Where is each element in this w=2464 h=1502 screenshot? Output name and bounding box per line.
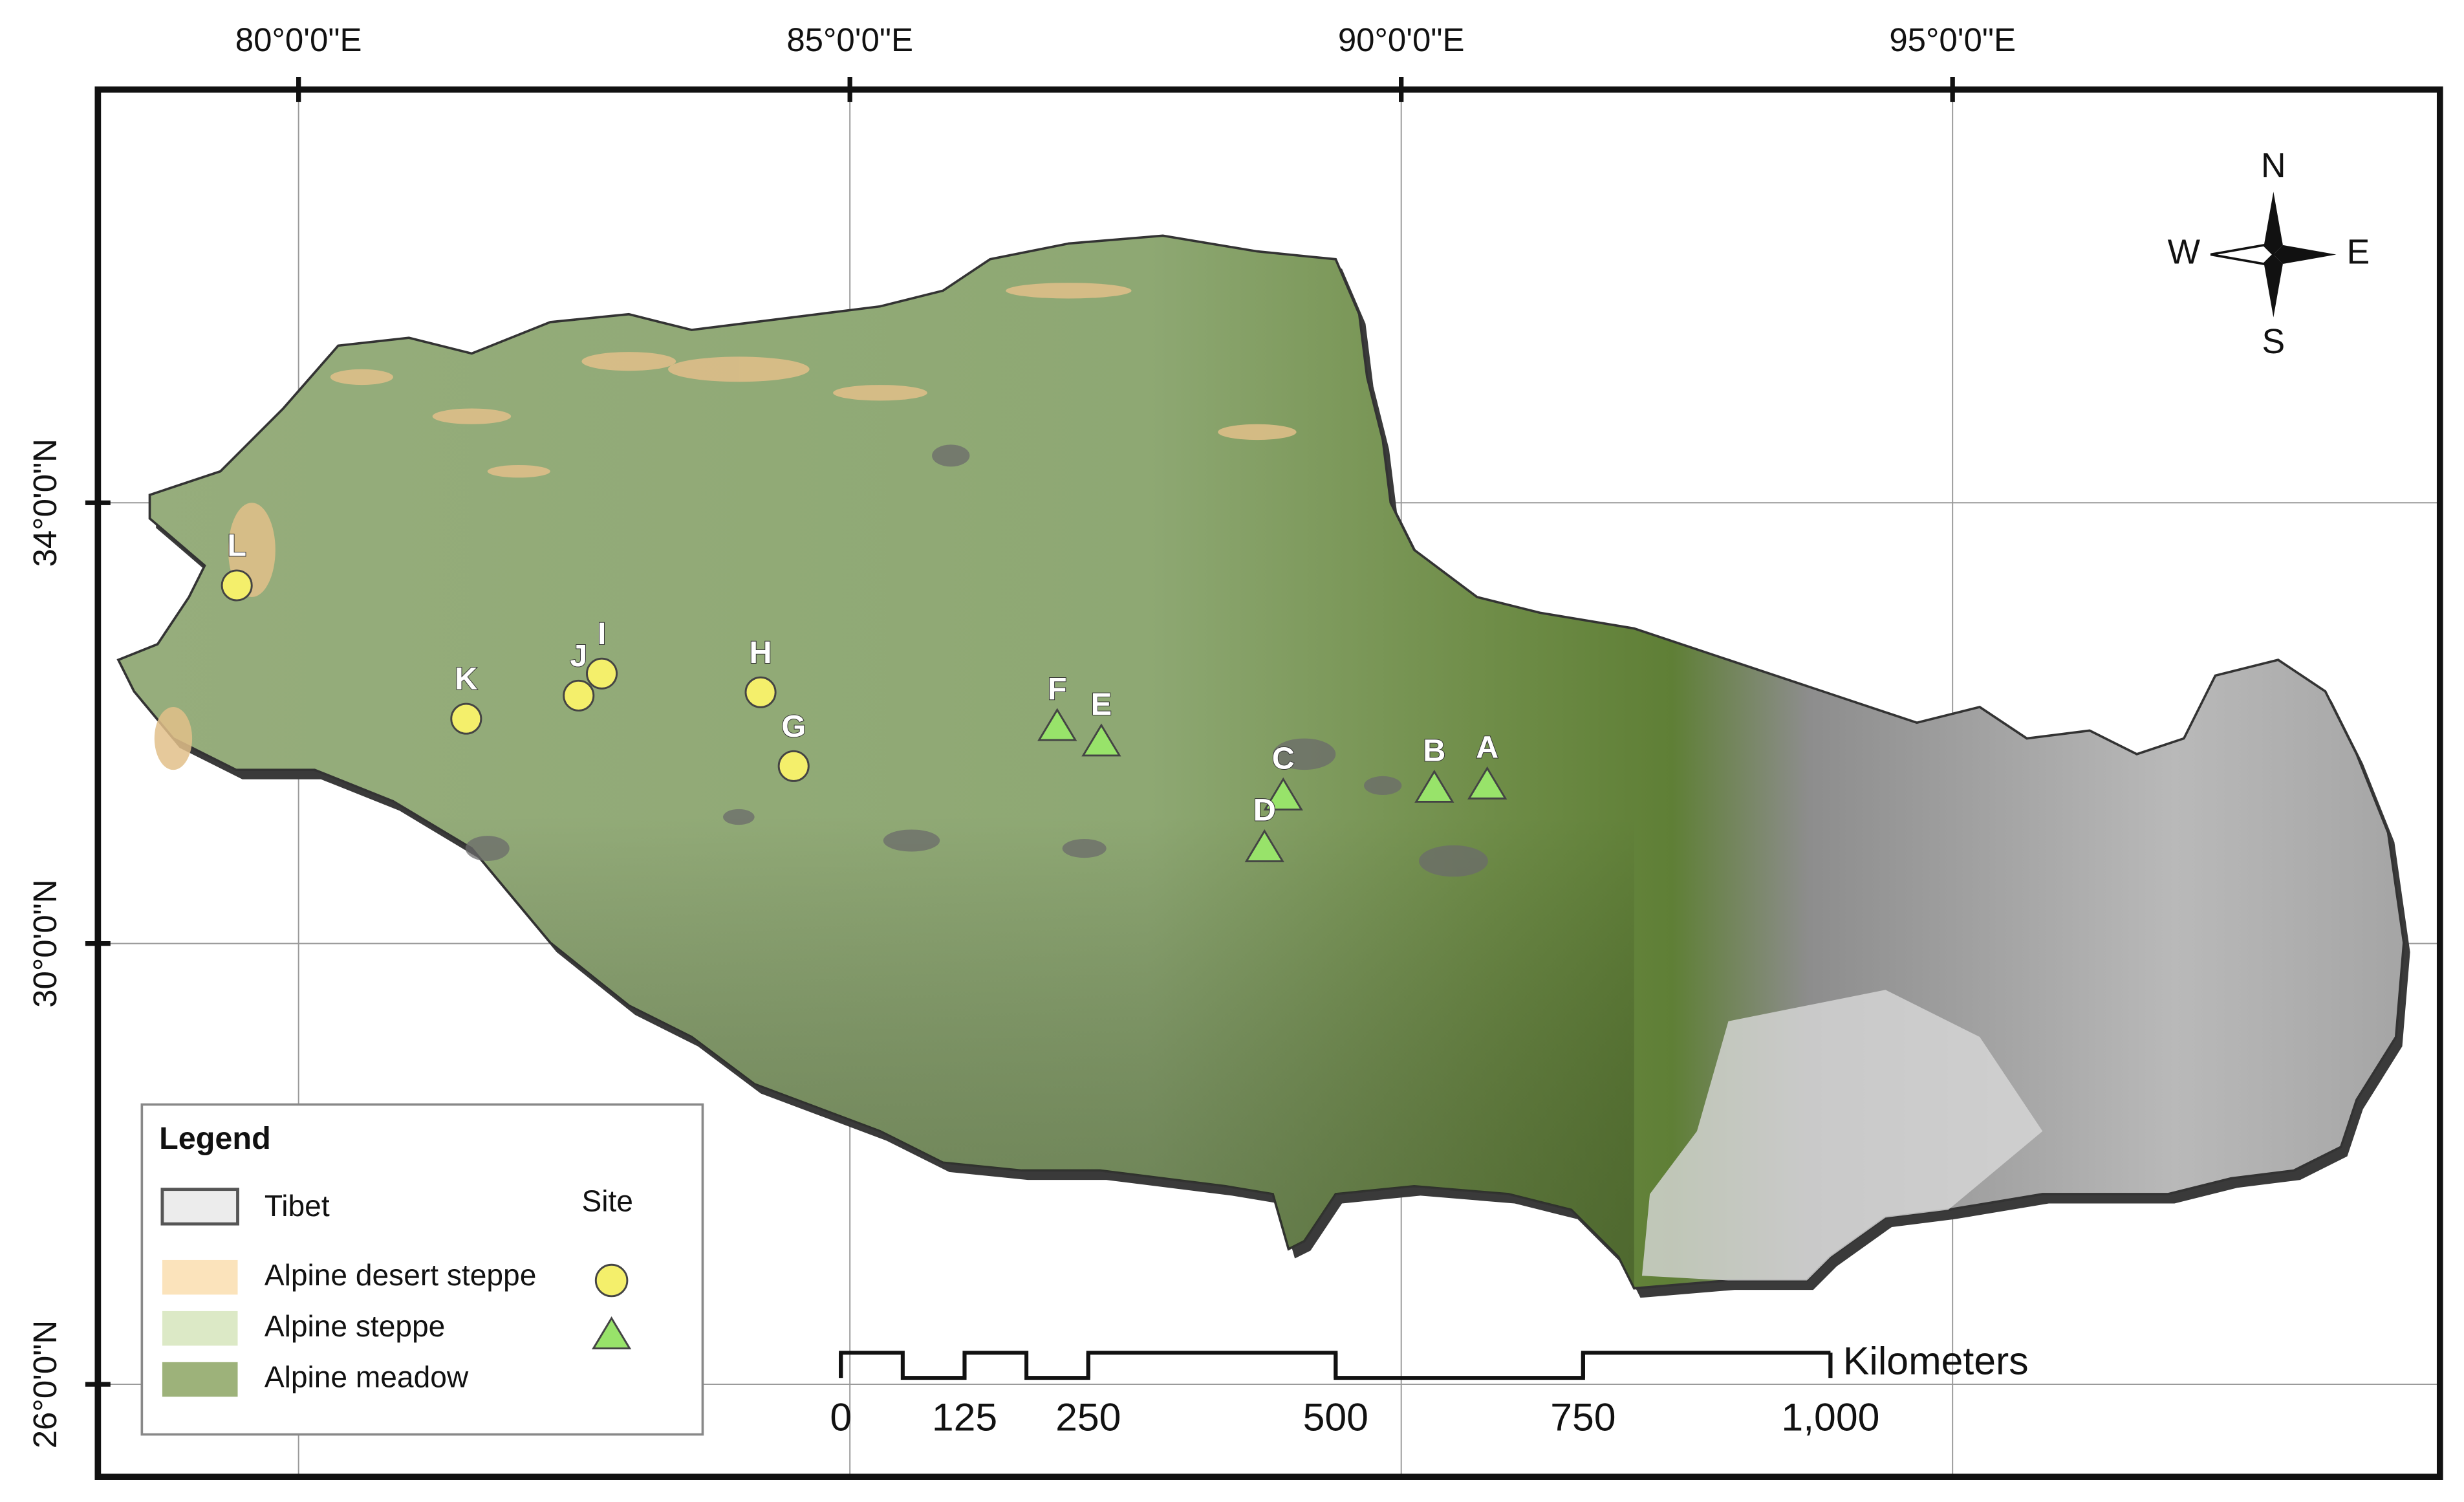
scale-label: 250	[1055, 1395, 1121, 1439]
legend: Legend Tibet Site Alpine desert steppeAl…	[140, 1103, 704, 1436]
region-shade	[118, 235, 1634, 1289]
lat-tick-label: 34°0'0"N	[27, 439, 63, 567]
scale-label: 125	[932, 1395, 997, 1439]
site-label: D	[1253, 792, 1276, 827]
sites: AB CD EF G H IJ K L	[221, 528, 1508, 862]
site-marker	[1414, 769, 1454, 803]
site-label: J	[570, 638, 587, 673]
legend-title: Legend	[159, 1121, 271, 1156]
site-marker	[221, 569, 253, 602]
site-label: I	[598, 616, 607, 651]
site-marker	[777, 750, 810, 782]
legend-triangle-symbol	[591, 1316, 632, 1350]
legend-label: Alpine desert steppe	[265, 1258, 537, 1292]
lon-tick-label: 90°0'0"E	[1338, 21, 1465, 58]
site-marker	[450, 702, 482, 735]
scale-unit: Kilometers	[1843, 1338, 2029, 1382]
legend-swatch	[162, 1311, 238, 1346]
site-marker	[1244, 829, 1284, 862]
scale-label: 1,000	[1781, 1395, 1879, 1439]
map-frame	[94, 86, 2443, 1480]
site-label: B	[1423, 733, 1445, 768]
lon-tick-label: 95°0'0"E	[1889, 21, 2016, 58]
tibet-region	[116, 234, 2410, 1298]
compass: N S W E	[2168, 147, 2370, 361]
lowland	[1641, 990, 2043, 1281]
site-marker	[563, 679, 595, 712]
lon-tick-label: 85°0'0"E	[786, 21, 913, 58]
desert-patches	[154, 283, 1297, 770]
legend-tibet: Tibet	[265, 1189, 330, 1223]
site-marker	[744, 676, 777, 708]
site-label: F	[1048, 671, 1067, 706]
site-label: H	[750, 635, 772, 670]
scale-label: 0	[830, 1395, 852, 1439]
scale-bar: Kilometers 0 125 250 500 750 1,000	[830, 1338, 2028, 1439]
legend-swatch	[162, 1362, 238, 1397]
scale-label: 750	[1550, 1395, 1616, 1439]
lakes	[465, 444, 1488, 877]
legend-label: Alpine meadow	[265, 1360, 469, 1394]
legend-site: Site	[581, 1184, 632, 1218]
site-label: E	[1091, 687, 1112, 722]
compass-east: E	[2347, 234, 2370, 272]
site-label: C	[1272, 741, 1295, 776]
legend-label: Alpine steppe	[265, 1309, 446, 1343]
site-marker	[586, 657, 618, 690]
lat-tick-label: 30°0'0"N	[27, 879, 63, 1008]
site-marker	[1037, 708, 1077, 741]
scale-label: 500	[1303, 1395, 1368, 1439]
site-label: A	[1476, 730, 1498, 765]
lon-tick-label: 80°0'0"E	[235, 21, 362, 58]
site-marker	[1081, 723, 1121, 757]
compass-south: S	[2262, 323, 2286, 361]
site-marker	[1467, 766, 1508, 800]
legend-items: Alpine desert steppe Alpine steppe Alpine …	[162, 1258, 632, 1397]
legend-circle-symbol	[594, 1263, 629, 1298]
legend-tibet-swatch	[160, 1188, 239, 1226]
site-label: K	[455, 662, 477, 697]
site-label: G	[781, 709, 806, 744]
site-label: L	[227, 528, 246, 563]
legend-swatch	[162, 1259, 238, 1295]
site-marker	[1263, 777, 1303, 811]
scale-bar-line	[839, 1351, 1831, 1380]
compass-north: N	[2261, 147, 2286, 185]
compass-west: W	[2168, 234, 2201, 272]
lat-tick-label: 26°0'0"N	[27, 1320, 63, 1449]
